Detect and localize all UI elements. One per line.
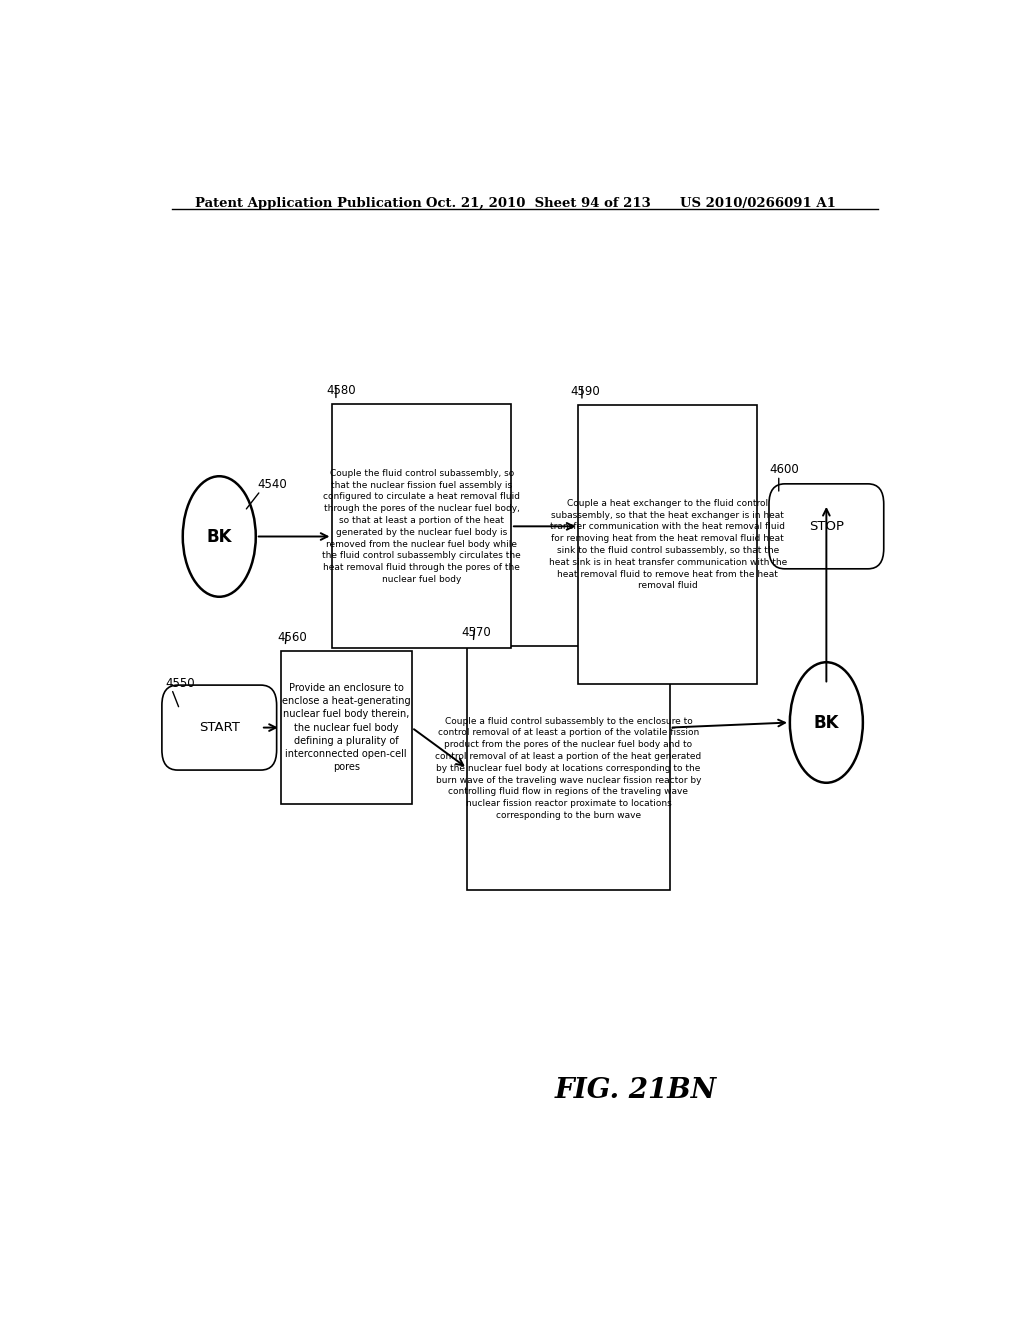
Text: BK: BK	[207, 528, 232, 545]
Text: Patent Application Publication: Patent Application Publication	[196, 197, 422, 210]
Bar	[579, 405, 757, 684]
Text: Couple the fluid control subassembly, so
that the nuclear fission fuel assembly : Couple the fluid control subassembly, so…	[323, 469, 521, 583]
Text: 4600: 4600	[769, 463, 799, 477]
Bar	[333, 404, 511, 648]
Text: START: START	[199, 721, 240, 734]
FancyBboxPatch shape	[769, 484, 884, 569]
Text: STOP: STOP	[809, 520, 844, 533]
Text: 4540: 4540	[257, 478, 287, 491]
Text: Couple a heat exchanger to the fluid control
subassembly, so that the heat excha: Couple a heat exchanger to the fluid con…	[549, 499, 786, 590]
Text: FIG. 21BN: FIG. 21BN	[555, 1077, 717, 1104]
Bar	[281, 651, 412, 804]
Bar	[467, 647, 670, 890]
Text: 4550: 4550	[165, 677, 195, 690]
Text: Provide an enclosure to
enclose a heat-generating
nuclear fuel body therein,
the: Provide an enclosure to enclose a heat-g…	[282, 682, 411, 772]
Text: 4560: 4560	[278, 631, 307, 644]
Text: BK: BK	[814, 714, 839, 731]
Text: US 2010/0266091 A1: US 2010/0266091 A1	[680, 197, 836, 210]
Ellipse shape	[790, 663, 863, 783]
Text: Couple a fluid control subassembly to the enclosure to
control removal of at lea: Couple a fluid control subassembly to th…	[435, 717, 701, 820]
Ellipse shape	[182, 477, 256, 597]
Text: Oct. 21, 2010  Sheet 94 of 213: Oct. 21, 2010 Sheet 94 of 213	[426, 197, 650, 210]
Text: 4580: 4580	[327, 384, 356, 397]
Text: 4590: 4590	[570, 384, 601, 397]
Text: 4570: 4570	[462, 626, 492, 639]
FancyBboxPatch shape	[162, 685, 276, 770]
